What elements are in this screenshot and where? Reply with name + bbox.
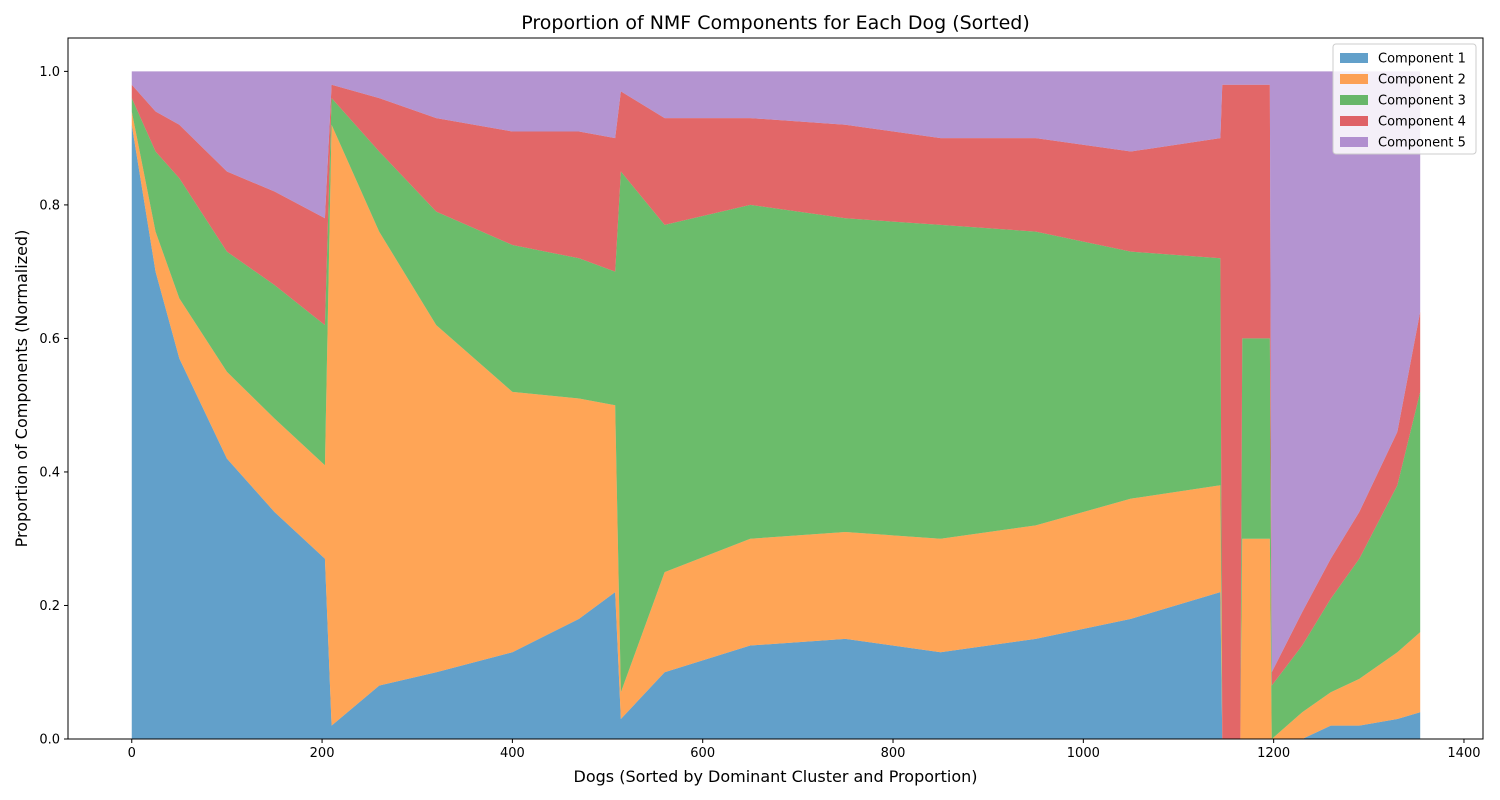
y-tick-label: 0.2 — [39, 599, 60, 614]
x-tick-label: 1400 — [1447, 746, 1480, 761]
legend-swatch — [1340, 137, 1368, 147]
y-tick-label: 0.6 — [39, 332, 60, 347]
x-axis-label: Dogs (Sorted by Dominant Cluster and Pro… — [574, 767, 978, 786]
chart-title: Proportion of NMF Components for Each Do… — [521, 12, 1029, 34]
legend-label: Component 1 — [1378, 52, 1466, 67]
legend-swatch — [1340, 116, 1368, 126]
legend-label: Component 4 — [1378, 115, 1466, 130]
y-tick-label: 0.0 — [39, 733, 60, 748]
legend-label: Component 3 — [1378, 94, 1466, 109]
legend-swatch — [1340, 53, 1368, 63]
y-axis-label: Proportion of Components (Normalized) — [12, 230, 31, 548]
x-tick-label: 0 — [128, 746, 136, 761]
area-series-3 — [131, 98, 1421, 740]
plot-frame — [67, 37, 1484, 740]
legend-box — [1332, 43, 1477, 155]
legend-label: Component 5 — [1378, 136, 1466, 151]
x-tick-label: 600 — [690, 746, 715, 761]
area-series-5 — [131, 71, 1421, 673]
x-tick-label: 1000 — [1067, 746, 1100, 761]
x-tick-label: 400 — [500, 746, 525, 761]
y-tick-label: 0.4 — [39, 465, 60, 480]
legend-swatch — [1340, 95, 1368, 105]
legend-swatch — [1340, 74, 1368, 84]
y-axis-ticks: 0.0 0.2 0.4 0.6 0.8 1.0 — [39, 65, 68, 748]
x-tick-label: 200 — [310, 746, 335, 761]
y-tick-label: 1.0 — [39, 65, 60, 80]
legend-label: Component 2 — [1378, 73, 1466, 88]
plot-areas — [131, 71, 1421, 740]
x-tick-label: 800 — [881, 746, 906, 761]
x-tick-label: 1200 — [1257, 746, 1290, 761]
x-axis-ticks: 0 200 400 600 800 1000 1200 1400 — [128, 739, 1481, 761]
legend: Component 1 Component 2 Component 3 Compone… — [1332, 43, 1477, 155]
area-series-2 — [131, 111, 1421, 739]
area-series-1 — [131, 124, 1421, 740]
y-tick-label: 0.8 — [39, 198, 60, 213]
